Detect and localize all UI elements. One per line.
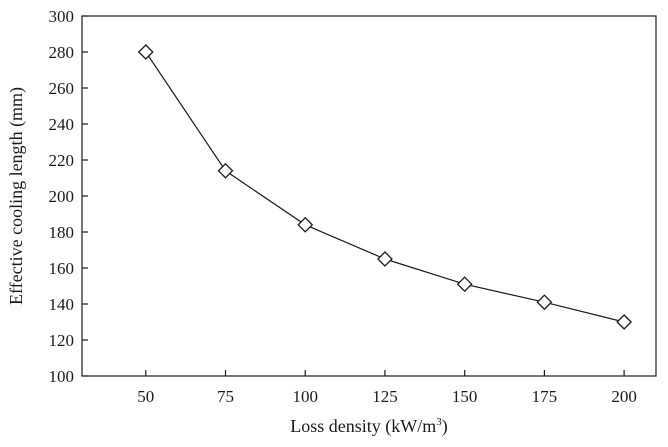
series-line-0: [145, 51, 625, 323]
y-axis: 100 120 140 160 180 200 220 240 260 280 300: [49, 7, 88, 386]
y-tick-label-240: 240: [49, 115, 75, 134]
y-tick-label-160: 160: [49, 259, 75, 278]
y-tick-label-140: 140: [49, 295, 75, 314]
series-layer: [137, 44, 633, 330]
data-point-125: [377, 251, 393, 267]
x-tick-label-200: 200: [611, 387, 637, 406]
x-tick-label-50: 50: [137, 387, 154, 406]
data-point-150: [456, 276, 473, 293]
y-axis-title: Effective cooling length (mm): [6, 87, 27, 305]
x-axis-title-suffix: ): [442, 416, 448, 437]
y-tick-label-280: 280: [49, 43, 75, 62]
y-tick-label-200: 200: [49, 187, 75, 206]
data-point-100: [297, 216, 314, 233]
x-tick-label-150: 150: [452, 387, 478, 406]
y-tick-label-300: 300: [49, 7, 75, 26]
x-axis-title: Loss density (kW/m3): [290, 416, 448, 437]
x-tick-label-125: 125: [372, 387, 398, 406]
x-tick-label-100: 100: [292, 387, 318, 406]
x-axis-title-superscript: 3: [436, 416, 442, 428]
x-tick-label-75: 75: [217, 387, 234, 406]
data-point-75: [217, 162, 234, 179]
x-axis-title-main: Loss density (kW/m: [290, 416, 436, 437]
y-tick-label-180: 180: [49, 223, 75, 242]
y-tick-label-120: 120: [49, 331, 75, 350]
data-point-50: [137, 44, 154, 60]
x-axis: 50 75 100 125 150 175 200: [137, 370, 637, 406]
data-point-200: [616, 314, 633, 330]
y-tick-label-220: 220: [49, 151, 75, 170]
y-tick-label-100: 100: [49, 367, 75, 386]
plot-area-frame: [81, 15, 657, 377]
y-tick-label-260: 260: [49, 79, 75, 98]
x-tick-label-175: 175: [532, 387, 558, 406]
data-point-175: [536, 294, 553, 311]
